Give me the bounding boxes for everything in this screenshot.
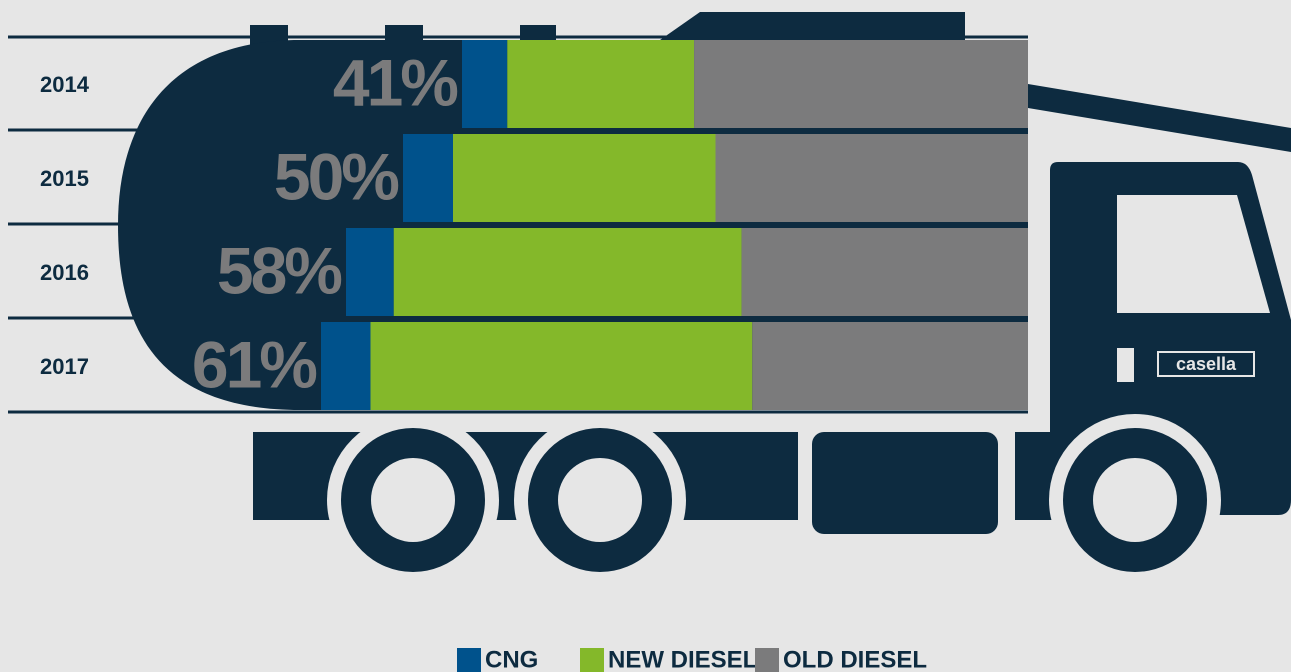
legend-label: OLD DIESEL <box>783 646 927 672</box>
bar-segment <box>321 322 371 410</box>
total-label: 61% <box>192 327 316 401</box>
hub <box>1093 458 1177 542</box>
category-label: 2014 <box>40 72 90 97</box>
separator <box>8 35 1028 39</box>
legend-swatch <box>457 648 481 672</box>
tank-cap <box>250 25 288 45</box>
legend-label: CNG <box>485 646 538 672</box>
wheels <box>327 414 1221 586</box>
bar-segment <box>694 40 1028 128</box>
bar-segment <box>393 228 742 316</box>
bar-segment <box>752 322 1028 410</box>
hub <box>371 458 455 542</box>
bar-segment <box>715 134 1028 222</box>
category-label: 2017 <box>40 354 89 379</box>
hopper <box>660 12 965 40</box>
logo: casella <box>1176 354 1237 374</box>
bar-segment <box>346 228 394 316</box>
door-handle <box>1117 348 1134 382</box>
bar-segment <box>370 322 753 410</box>
category-label: 2016 <box>40 260 89 285</box>
hub <box>558 458 642 542</box>
bar-segment <box>453 134 716 222</box>
category-label: 2015 <box>40 166 89 191</box>
bar-segment <box>403 134 453 222</box>
legend-swatch <box>580 648 604 672</box>
window <box>1117 195 1270 313</box>
bar-segment <box>462 40 508 128</box>
arm <box>1028 84 1291 152</box>
fuel-box <box>812 432 998 534</box>
bar-segment <box>507 40 695 128</box>
separator <box>8 316 1028 320</box>
separator <box>8 222 1028 226</box>
total-label: 58% <box>217 233 341 307</box>
legend-label: NEW DIESEL <box>608 646 757 672</box>
bar-segment <box>741 228 1028 316</box>
total-label: 41% <box>333 45 457 119</box>
logo-box <box>1157 351 1255 377</box>
separator <box>8 410 1028 414</box>
legend-swatch <box>755 648 779 672</box>
separator <box>8 128 1028 132</box>
total-label: 50% <box>274 139 398 213</box>
